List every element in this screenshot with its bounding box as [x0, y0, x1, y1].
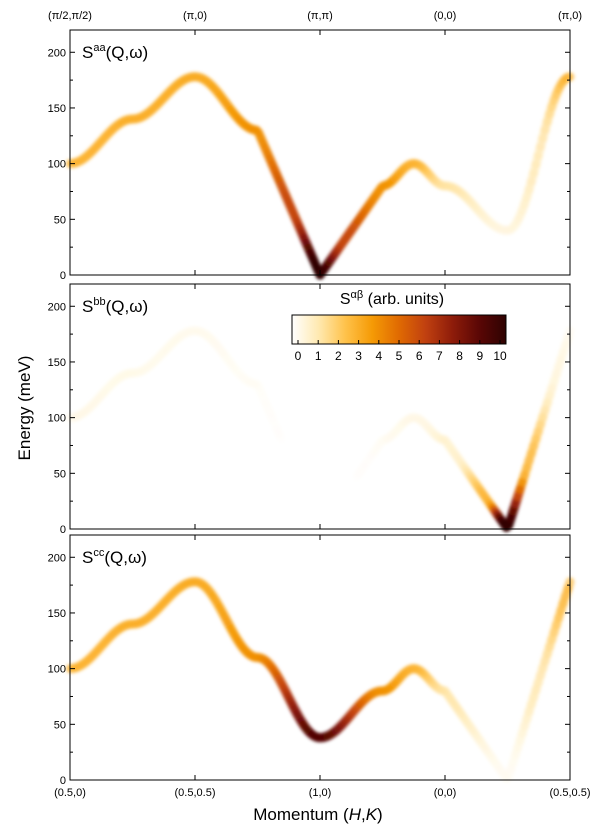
- y-tick-label: 100: [48, 664, 66, 676]
- bottom-tick-labels: (0.5,0) (0.5,0.5) (1,0) (0,0) (0.5,0.5): [54, 787, 590, 799]
- top-tick-label: (π/2,π/2): [48, 10, 92, 22]
- y-tick-label: 150: [48, 608, 66, 620]
- panel-label: Scc(Q,ω): [82, 547, 147, 567]
- bottom-tick-label: (0.5,0.5): [175, 787, 216, 799]
- colorbar-tick-label: 10: [493, 349, 507, 363]
- panel-label: Saa(Q,ω): [82, 42, 148, 62]
- y-tick-label: 0: [60, 775, 66, 787]
- bottom-tick-label: (0,0): [434, 787, 457, 799]
- x-axis-title: Momentum (H,K): [253, 805, 382, 824]
- panel-label: Sbb(Q,ω): [82, 296, 148, 316]
- panel-background: [70, 535, 570, 780]
- y-tick-label: 150: [48, 357, 66, 369]
- y-tick-label: 200: [48, 301, 66, 313]
- colorbar-tick-label: 8: [456, 349, 463, 363]
- colorbar-tick-label: 5: [396, 349, 403, 363]
- colorbar-title: Sαβ (arb. units): [340, 289, 444, 308]
- y-tick-label: 0: [60, 524, 66, 536]
- top-tick-label: (π,0): [558, 10, 582, 22]
- panel-saa: 0 50 100 150 200 Saa(Q,ω): [48, 29, 575, 282]
- y-tick-label: 100: [48, 413, 66, 425]
- colorbar-tick-label: 1: [315, 349, 322, 363]
- colorbar-tick-label: 6: [416, 349, 423, 363]
- top-tick-label: (π,0): [183, 10, 207, 22]
- top-tick-label: (0,0): [434, 10, 457, 22]
- dispersion-segment: [274, 429, 286, 444]
- dispersion-band: [65, 577, 575, 783]
- colorbar-gradient: [291, 314, 507, 345]
- y-tick-label: 200: [48, 47, 66, 59]
- y-tick-label: 100: [48, 159, 66, 171]
- bottom-tick-label: (0.5,0.5): [550, 787, 591, 799]
- y-tick-label: 50: [54, 214, 66, 226]
- y-tick-label: 200: [48, 552, 66, 564]
- y-tick-label: 150: [48, 103, 66, 115]
- colorbar-tick-label: 3: [355, 349, 362, 363]
- colorbar-tick-label: 7: [436, 349, 443, 363]
- colorbar: Sαβ (arb. units) 0 1 2 3 4 5 6 7 8 9 10: [291, 289, 507, 363]
- colorbar-tick-label: 0: [295, 349, 302, 363]
- bottom-tick-label: (1,0): [309, 787, 332, 799]
- top-tick-label: (π,π): [307, 10, 333, 22]
- y-tick-label: 0: [60, 270, 66, 282]
- panel-scc: 0 50 100 150 200 Scc(Q,ω): [48, 534, 575, 787]
- top-tick-labels: (π/2,π/2) (π,0) (π,π) (0,0) (π,0): [48, 10, 582, 22]
- y-axis-title: Energy (meV): [15, 356, 34, 461]
- y-tick-label: 50: [54, 719, 66, 731]
- y-tick-label: 50: [54, 468, 66, 480]
- colorbar-tick-label: 4: [375, 349, 382, 363]
- colorbar-tick-label: 9: [476, 349, 483, 363]
- colorbar-tick-label: 2: [335, 349, 342, 363]
- bottom-tick-label: (0.5,0): [54, 787, 86, 799]
- dispersion-band: [65, 72, 575, 280]
- panel-background: [70, 30, 570, 275]
